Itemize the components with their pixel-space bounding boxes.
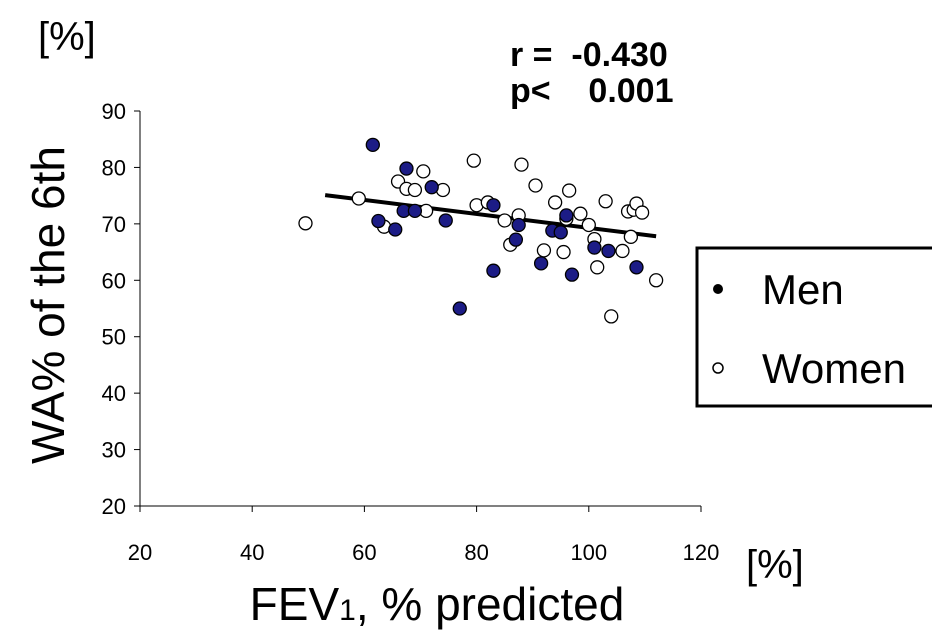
point-women bbox=[466, 153, 481, 168]
y-tick-label: 70 bbox=[102, 212, 126, 237]
y-axis-ticks: 20 30 40 50 60 70 80 90 bbox=[102, 99, 140, 519]
point-women bbox=[528, 178, 543, 193]
point-women bbox=[573, 206, 588, 221]
x-tick-label: 20 bbox=[128, 540, 152, 565]
point-women bbox=[407, 182, 423, 198]
point-men bbox=[407, 203, 423, 219]
point-women bbox=[351, 191, 366, 206]
legend-marker-women bbox=[712, 362, 724, 374]
point-women bbox=[581, 217, 596, 233]
axes bbox=[139, 111, 701, 507]
x-unit-label: [%] bbox=[746, 543, 804, 587]
point-women bbox=[615, 243, 630, 259]
point-men bbox=[486, 263, 501, 278]
legend-marker-men bbox=[713, 284, 723, 294]
x-tick-label: 100 bbox=[570, 540, 607, 565]
point-men bbox=[564, 267, 580, 282]
point-men bbox=[424, 180, 439, 195]
point-women bbox=[590, 260, 605, 275]
point-women bbox=[562, 183, 577, 198]
point-men bbox=[365, 137, 380, 153]
point-men bbox=[388, 222, 403, 237]
legend-box bbox=[695, 246, 932, 408]
y-tick-label: 20 bbox=[102, 494, 126, 519]
x-tick-label: 120 bbox=[683, 540, 720, 565]
point-women bbox=[604, 309, 619, 324]
y-tick-label: 90 bbox=[102, 99, 126, 124]
legend: Men Women bbox=[695, 246, 932, 408]
point-men bbox=[399, 161, 414, 176]
x-axis-ticks: 20 40 60 80 100 120 bbox=[128, 506, 720, 565]
point-women bbox=[536, 243, 552, 258]
legend-label-men: Men bbox=[762, 266, 844, 313]
x-axis-label-main: FEV bbox=[250, 578, 340, 630]
point-men bbox=[587, 240, 602, 255]
point-women bbox=[648, 273, 664, 288]
point-women bbox=[623, 229, 639, 244]
point-men bbox=[533, 256, 549, 271]
x-axis-label-sub: 1 bbox=[339, 594, 356, 627]
y-tick-label: 50 bbox=[102, 325, 126, 350]
x-tick-label: 40 bbox=[240, 540, 264, 565]
stat-p: p< 0.001 bbox=[510, 72, 674, 110]
y-axis-label: WA% of the 6th bbox=[22, 146, 74, 464]
y-tick-label: 60 bbox=[102, 268, 126, 293]
y-unit-label: [%] bbox=[38, 15, 96, 59]
x-tick-label: 60 bbox=[352, 540, 376, 565]
point-women bbox=[416, 164, 431, 179]
regression-line bbox=[324, 193, 657, 239]
point-women bbox=[598, 194, 613, 209]
y-tick-label: 40 bbox=[102, 381, 126, 406]
point-women bbox=[556, 244, 571, 260]
point-men bbox=[486, 198, 501, 213]
point-men bbox=[438, 213, 453, 228]
x-axis-label: FEV1, % predicted bbox=[250, 578, 625, 630]
y-tick-label: 30 bbox=[102, 438, 126, 463]
point-men bbox=[601, 243, 616, 259]
x-axis-label-rest: , % predicted bbox=[356, 578, 624, 630]
point-women bbox=[547, 195, 563, 210]
point-men bbox=[371, 213, 386, 229]
point-women bbox=[298, 216, 313, 231]
point-men bbox=[629, 260, 644, 275]
point-men bbox=[508, 232, 524, 247]
data-points bbox=[298, 137, 664, 324]
point-men bbox=[511, 217, 526, 233]
point-women bbox=[634, 205, 650, 220]
legend-label-women: Women bbox=[762, 345, 906, 392]
point-women bbox=[497, 213, 512, 228]
stat-r: r = -0.430 bbox=[510, 36, 668, 74]
point-men bbox=[553, 225, 568, 240]
point-men bbox=[559, 208, 574, 223]
point-men bbox=[452, 301, 467, 316]
x-tick-label: 80 bbox=[464, 540, 488, 565]
y-tick-label: 80 bbox=[102, 155, 126, 180]
point-women bbox=[514, 157, 529, 172]
